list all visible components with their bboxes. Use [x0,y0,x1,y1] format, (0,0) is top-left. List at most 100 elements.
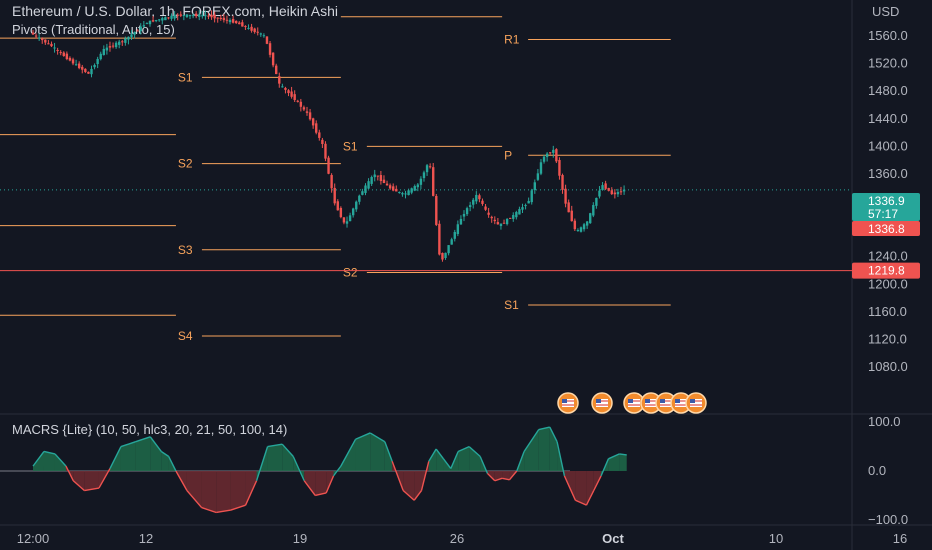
candle-body [268,43,272,55]
candle-body [447,245,450,254]
price-tick-label: 1160.0 [868,304,907,319]
candle-body [502,222,506,224]
candle-body [275,65,278,75]
event-flag-icon[interactable] [591,392,613,414]
macrs-fill [304,471,316,496]
macrs-line [292,456,305,482]
macrs-axis[interactable]: 100.0 0.0 −100.0 [868,414,908,527]
event-flag-icon[interactable] [623,392,645,414]
candle-body [573,220,577,230]
candle-body [333,187,336,204]
candle-body [105,47,109,51]
candle-body [84,68,87,72]
candle-body [398,192,401,194]
flag-field [675,399,687,407]
candle-body [370,176,373,184]
price-tick-label: 1080.0 [868,359,908,374]
candle-body [595,197,598,206]
candle-body [499,223,503,227]
candle-body [207,15,210,17]
macrs-line [65,465,74,482]
candle-body [231,18,235,23]
macrs-line [593,475,602,491]
time-axis[interactable]: 12:00 12 19 26 Oct 10 16 [17,531,908,546]
macrs-line [538,426,550,431]
macrs-line [167,456,177,472]
candle-body [287,90,290,94]
candle-body [59,52,62,54]
macrs-line [201,506,217,514]
macrs-fill [458,446,470,471]
event-flag-icon[interactable] [557,392,579,414]
candle-body [34,35,38,37]
candle-body [228,20,232,23]
candle-body [259,33,263,35]
candle-body [90,68,93,75]
candle-body [410,188,413,193]
macrs-line [149,436,162,452]
macrs-line [619,453,627,456]
macrs-fill [33,451,44,471]
macrs-fill [150,436,162,471]
macrs-fill [315,471,327,496]
candle-body [130,34,133,38]
flag-canton [645,399,650,403]
macrs-line [575,499,587,506]
candle-body [148,20,152,25]
candle-body [321,139,324,145]
macrs-fill [502,471,510,480]
candle-body [262,35,266,37]
macrs-fill [575,471,587,506]
pivot-label-s1: S1 [504,298,519,312]
last-price-value: 1336.9 [868,194,905,208]
event-icons[interactable] [557,392,707,414]
macrs-line [255,446,269,481]
candle-body [348,215,352,222]
candle-body [182,15,186,17]
macrs-line [494,477,503,482]
pivot-label-p: P [504,148,512,162]
macrs-line [420,461,430,491]
macrs-line [435,448,445,460]
candle-body [225,19,229,21]
macrs-indicator-label[interactable]: MACRS {Lite} (10, 50, hlc3, 20, 21, 50, … [12,422,288,437]
candle-body [428,166,432,168]
macrs-line [468,446,481,457]
price-tick-label: 1120.0 [868,331,907,346]
candle-body [44,39,47,43]
price-tick-label: 1200.0 [868,276,908,291]
candle-body [592,205,595,216]
candle-body [265,36,269,44]
price-tick-label: 1440.0 [868,111,908,126]
candle-body [308,112,312,120]
candle-body [355,201,358,210]
event-flag-icon[interactable] [655,392,677,414]
candle-body [527,200,530,204]
chart-title: Ethereum / U.S. Dollar, 1h, FOREX.com, H… [12,3,339,19]
candle-body [422,172,426,179]
macrs-line [109,446,122,469]
flag-canton [660,399,665,403]
macrs-fill [414,471,422,501]
event-flag-icon[interactable] [685,392,707,414]
candle-body [450,239,453,245]
candle-body [114,42,118,48]
candle-body [475,194,478,202]
candle-body [81,66,84,70]
macrs-line [549,426,558,443]
macrs-line [486,472,496,482]
macrs-line [508,470,518,481]
candle-body [244,26,247,28]
candle-body [607,188,610,191]
macrs-line [442,458,452,469]
candle-body [407,190,410,196]
price-axis[interactable]: USD 1560.0 1520.0 1480.0 1440.0 1400.0 1360.0… [868,4,908,374]
macrs-fill [84,471,99,491]
candle-body [419,178,423,185]
event-flag-icon[interactable] [640,392,662,414]
candle-body [616,192,620,195]
candle-body [484,206,487,210]
macrs-line [135,436,151,443]
